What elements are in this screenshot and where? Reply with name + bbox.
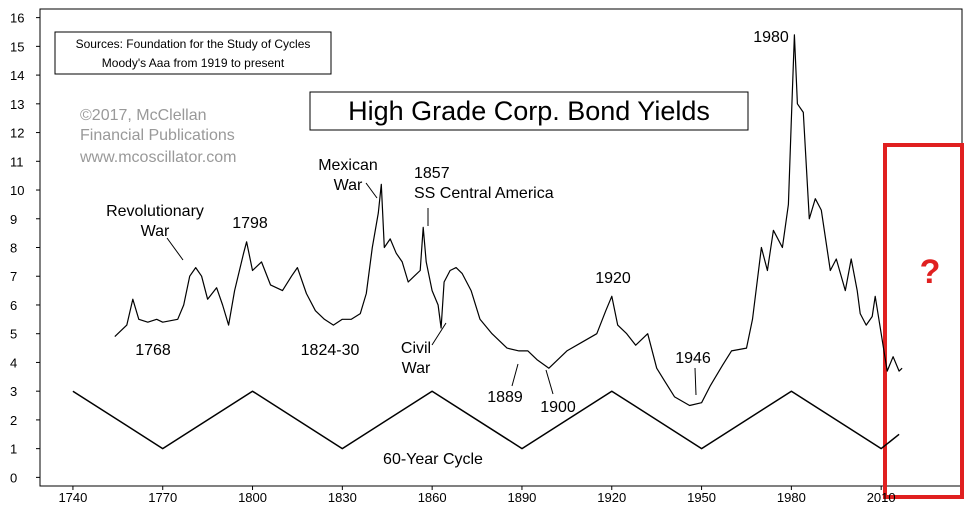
annotation-line: Civil	[401, 340, 431, 357]
annotation: 1980	[753, 29, 789, 46]
annotation: 1824-30	[301, 342, 360, 359]
y-tick-label: 0	[10, 470, 17, 485]
y-tick-label: 3	[10, 384, 17, 399]
y-tick-label: 12	[10, 126, 24, 141]
leader-line	[166, 237, 184, 261]
question-mark: ?	[920, 253, 941, 291]
y-tick-label: 10	[10, 183, 24, 198]
y-tick-label: 6	[10, 298, 17, 313]
x-tick-label: 1980	[777, 490, 806, 505]
y-tick-label: 7	[10, 269, 17, 284]
annotation-line: Revolutionary	[106, 203, 204, 220]
x-tick-label: 1740	[58, 490, 87, 505]
annotation-line: War	[141, 223, 170, 240]
leader-line	[511, 363, 519, 387]
y-tick-label: 13	[10, 97, 24, 112]
annotation: 1946	[675, 350, 711, 367]
annotation-line: 1946	[675, 350, 711, 367]
sources-box	[54, 31, 332, 75]
credit-line: ©2017, McClellan	[80, 107, 207, 124]
y-tick-label: 1	[10, 442, 17, 457]
x-tick-label: 1770	[148, 490, 177, 505]
annotation-line: 1889	[487, 389, 523, 406]
leader-line	[694, 367, 697, 396]
annotation: 1798	[232, 215, 268, 232]
annotation-line: War	[402, 360, 431, 377]
y-tick-label: 14	[10, 68, 24, 83]
series-line	[72, 390, 900, 450]
sources-line: Sources: Foundation for the Study of Cyc…	[76, 37, 311, 51]
credit-line: www.mcoscillator.com	[79, 149, 236, 166]
y-tick-label: 15	[10, 39, 24, 54]
y-tick-label: 8	[10, 241, 17, 256]
y-tick-label: 9	[10, 212, 17, 227]
chart-title: High Grade Corp. Bond Yields	[348, 96, 710, 126]
x-tick-label: 1800	[238, 490, 267, 505]
x-tick-label: 1920	[597, 490, 626, 505]
annotation: 1920	[595, 270, 631, 287]
x-tick-label: 2010	[867, 490, 896, 505]
x-tick-label: 1950	[687, 490, 716, 505]
annotation-line: 1798	[232, 215, 268, 232]
series-line	[114, 34, 903, 407]
annotation-line: 1900	[540, 399, 576, 416]
annotation-line: 1920	[595, 270, 631, 287]
x-tick-label: 1830	[328, 490, 357, 505]
x-tick-label: 1860	[418, 490, 447, 505]
annotation: 1900	[540, 399, 576, 416]
annotation: 1768	[135, 342, 171, 359]
leader-line	[431, 322, 447, 346]
annotation: 1889	[487, 389, 523, 406]
plot-frame	[39, 8, 963, 487]
annotation-line: 1768	[135, 342, 171, 359]
annotation-line: Mexican	[318, 157, 378, 174]
x-tick-label: 1890	[507, 490, 536, 505]
annotation-line: 1980	[753, 29, 789, 46]
annotation: Civil War	[401, 340, 431, 377]
annotation: Revolutionary War	[106, 203, 204, 240]
leader-line	[545, 369, 554, 395]
annotation: 1857 SS Central America	[414, 165, 554, 202]
credit-line: Financial Publications	[80, 127, 235, 144]
annotation-line: 1824-30	[301, 342, 360, 359]
leader-lines	[166, 182, 697, 396]
y-tick-label: 5	[10, 327, 17, 342]
annotation: Mexican War	[318, 157, 378, 194]
highlight-box	[883, 143, 964, 499]
annotation-line: 60-Year Cycle	[383, 451, 483, 468]
annotation: 60-Year Cycle	[383, 451, 483, 468]
y-tick-label: 11	[10, 154, 24, 169]
y-tick-label: 4	[10, 355, 17, 370]
annotation-line: SS Central America	[414, 185, 554, 202]
annotation-line: War	[334, 177, 363, 194]
y-tick-label: 2	[10, 413, 17, 428]
y-tick-label: 16	[10, 11, 24, 26]
leader-line	[365, 182, 378, 199]
sources-line: Moody's Aaa from 1919 to present	[102, 56, 285, 70]
annotation-line: 1857	[414, 165, 450, 182]
title-box	[309, 91, 749, 131]
